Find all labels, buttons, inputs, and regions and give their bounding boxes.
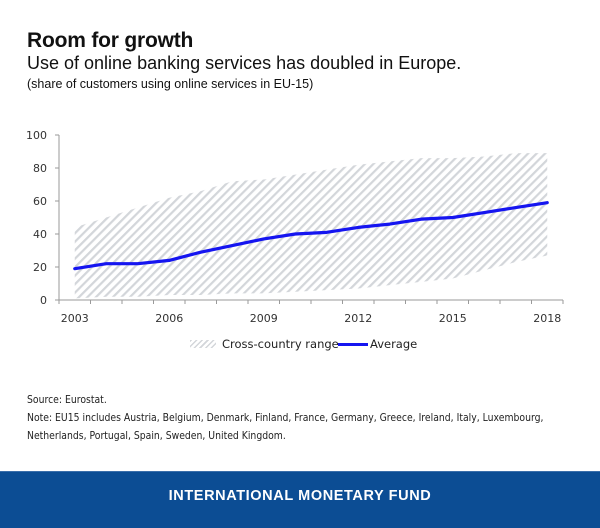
- range-band: [75, 153, 548, 298]
- x-tick-label: 2009: [250, 312, 278, 325]
- note-line-2: Netherlands, Portugal, Spain, Sweden, Un…: [27, 427, 577, 445]
- legend-label-range: Cross-country range: [222, 337, 339, 351]
- y-tick-label: 80: [33, 162, 47, 175]
- line-chart: 0 20 40 60 80 100 2003 2006 2009 2012 2015 2018: [0, 120, 600, 330]
- y-tick-label: 60: [33, 195, 47, 208]
- y-tick-label: 40: [33, 228, 47, 241]
- legend-item-average: Average: [338, 337, 417, 351]
- source-note: Source: Eurostat.: [27, 391, 577, 409]
- x-tick-label: 2012: [344, 312, 372, 325]
- y-tick-label: 20: [33, 261, 47, 274]
- legend-item-range: Cross-country range: [190, 337, 339, 351]
- y-tick-label: 0: [40, 294, 47, 307]
- y-tick-label: 100: [26, 129, 47, 142]
- footnotes: Source: Eurostat. Note: EU15 includes Au…: [27, 391, 577, 445]
- x-tick-label: 2003: [61, 312, 89, 325]
- x-tick-label: 2015: [439, 312, 467, 325]
- unit-note: (share of customers using online service…: [27, 77, 313, 91]
- note-line-1: Note: EU15 includes Austria, Belgium, De…: [27, 409, 577, 427]
- legend-label-average: Average: [370, 337, 417, 351]
- x-tick-label: 2018: [533, 312, 561, 325]
- hatch-swatch-icon: [190, 340, 216, 348]
- chart-title: Room for growth: [27, 29, 193, 53]
- line-swatch-icon: [338, 343, 368, 346]
- imf-logo-text: INTERNATIONAL MONETARY FUND: [0, 488, 600, 504]
- legend: Cross-country range Average: [0, 334, 600, 354]
- footer-banner: INTERNATIONAL MONETARY FUND: [0, 471, 600, 528]
- chart-subtitle: Use of online banking services has doubl…: [27, 53, 461, 74]
- x-tick-label: 2006: [155, 312, 183, 325]
